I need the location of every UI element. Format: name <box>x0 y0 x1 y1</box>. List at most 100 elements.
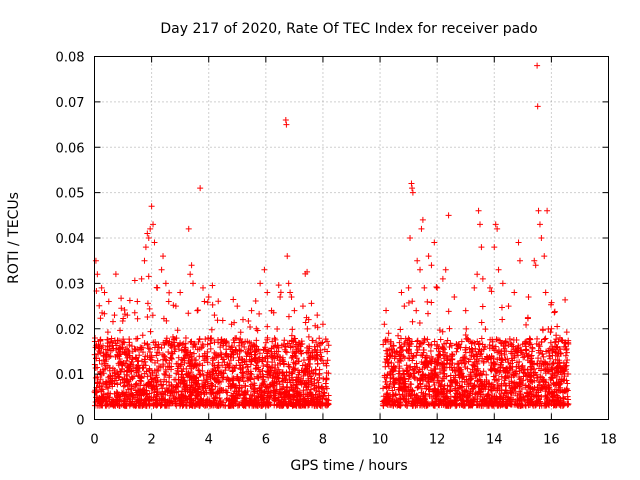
data-point <box>409 185 416 192</box>
data-point <box>305 333 312 340</box>
data-point <box>292 335 299 342</box>
data-point <box>486 284 493 291</box>
data-point <box>223 350 230 357</box>
data-point <box>527 359 534 366</box>
data-point <box>414 349 421 356</box>
data-point <box>401 370 408 377</box>
data-point <box>159 351 166 358</box>
data-point <box>121 375 128 382</box>
data-point <box>516 379 523 386</box>
data-point <box>425 376 432 383</box>
data-point <box>245 346 252 353</box>
data-point <box>405 355 412 362</box>
data-point <box>481 382 488 389</box>
data-point <box>264 334 271 341</box>
data-point <box>309 402 316 409</box>
data-point <box>232 394 239 401</box>
data-point <box>466 380 473 387</box>
data-point <box>480 368 487 375</box>
data-point <box>168 383 175 390</box>
data-point <box>253 337 260 344</box>
data-point <box>188 262 195 269</box>
data-point <box>244 387 251 394</box>
data-point <box>196 402 203 409</box>
data-point <box>511 383 518 390</box>
data-point <box>247 324 254 331</box>
data-point <box>547 329 554 336</box>
data-point <box>522 370 529 377</box>
data-point <box>405 348 412 355</box>
data-point <box>313 384 320 391</box>
data-point <box>411 392 418 399</box>
data-point <box>407 372 414 379</box>
data-point <box>397 399 404 406</box>
data-point <box>534 103 541 110</box>
data-point <box>248 356 255 363</box>
data-point <box>518 395 525 402</box>
data-point <box>111 390 118 397</box>
data-point <box>425 371 432 378</box>
data-point <box>259 354 266 361</box>
data-point <box>425 310 432 317</box>
data-point <box>299 362 306 369</box>
data-point <box>201 350 208 357</box>
data-point <box>492 343 499 350</box>
data-point <box>446 360 453 367</box>
data-point <box>314 360 321 367</box>
data-point <box>389 365 396 372</box>
data-point <box>544 207 551 214</box>
data-point <box>291 402 298 409</box>
data-point <box>146 305 153 312</box>
data-point <box>207 402 214 409</box>
data-point <box>452 398 459 405</box>
data-point <box>463 381 470 388</box>
data-point <box>562 296 569 303</box>
data-point <box>520 377 527 384</box>
data-point <box>524 315 531 322</box>
data-point <box>416 320 423 327</box>
data-point <box>236 354 243 361</box>
data-point <box>96 343 103 350</box>
data-point <box>278 398 285 405</box>
data-point <box>505 394 512 401</box>
data-point <box>290 386 297 393</box>
data-point <box>418 375 425 382</box>
data-point <box>195 339 202 346</box>
data-point <box>244 377 251 384</box>
data-point <box>195 367 202 374</box>
data-point <box>446 325 453 332</box>
data-point <box>114 398 121 405</box>
data-point <box>306 354 313 361</box>
data-point <box>173 370 180 377</box>
data-point <box>494 349 501 356</box>
data-point <box>162 371 169 378</box>
data-point <box>462 344 469 351</box>
data-point <box>305 316 312 323</box>
data-point <box>540 353 547 360</box>
data-point <box>196 367 203 374</box>
data-point <box>145 235 152 241</box>
data-point <box>181 344 188 351</box>
data-point <box>541 399 548 406</box>
data-point <box>94 402 101 409</box>
data-point <box>157 401 164 408</box>
data-point <box>209 282 216 289</box>
data-point <box>127 361 134 368</box>
data-point <box>455 372 462 379</box>
data-point <box>98 284 105 291</box>
data-point <box>543 348 550 355</box>
data-point <box>554 323 561 330</box>
data-point <box>299 303 306 310</box>
data-point <box>279 394 286 401</box>
data-point <box>543 396 550 403</box>
data-point <box>447 340 454 347</box>
data-point <box>463 398 470 405</box>
data-point <box>202 379 209 386</box>
data-point <box>253 325 260 332</box>
data-point <box>483 371 490 378</box>
data-point <box>536 221 543 228</box>
data-point <box>271 335 278 342</box>
data-point <box>472 390 479 397</box>
data-point <box>225 343 232 350</box>
data-point <box>490 365 497 372</box>
